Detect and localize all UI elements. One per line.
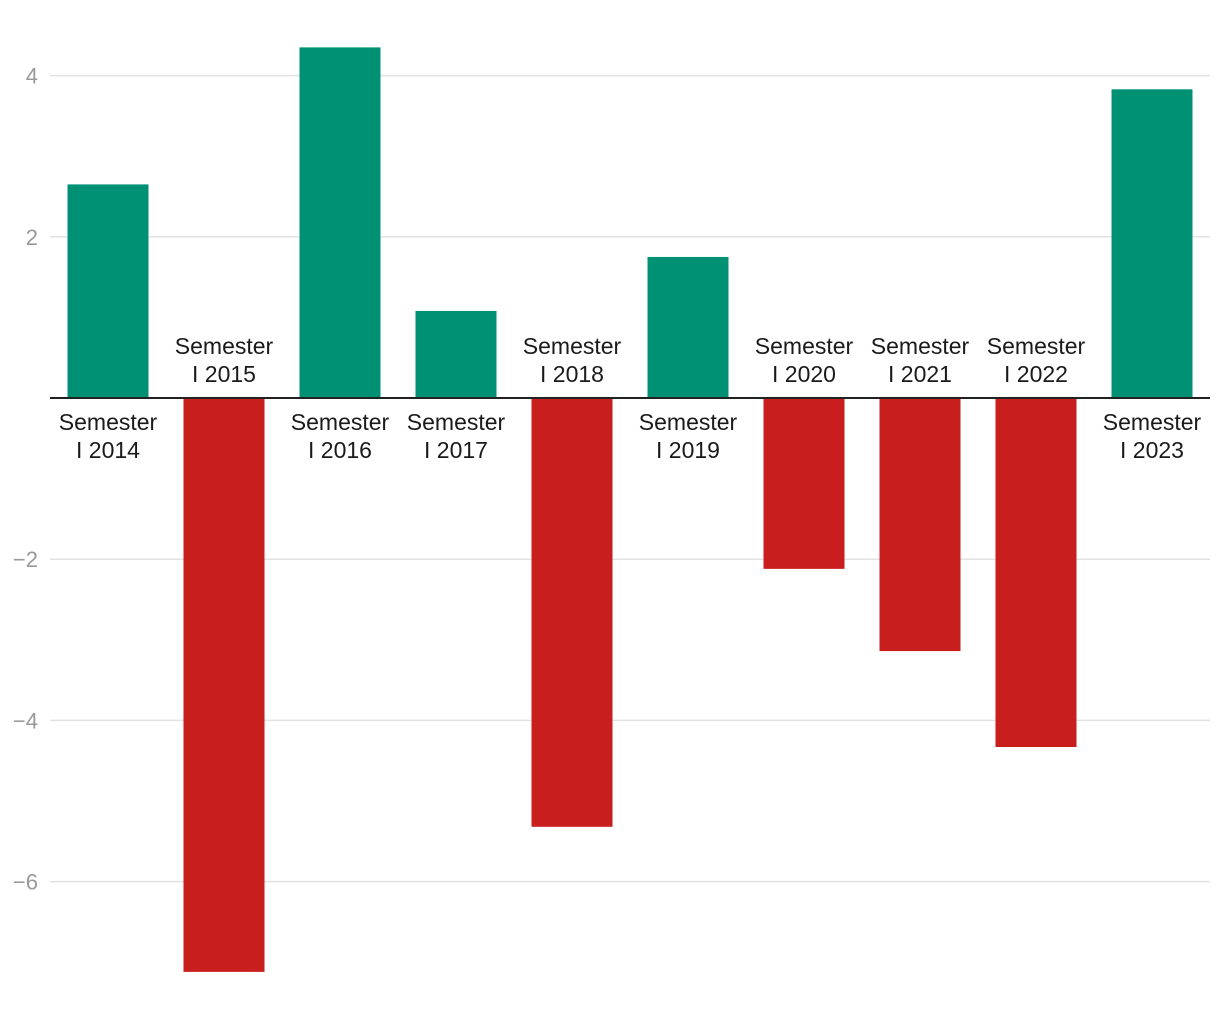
category-label: I 2019 bbox=[656, 437, 720, 463]
y-tick-label: −6 bbox=[13, 870, 38, 895]
y-tick-label: −4 bbox=[13, 708, 38, 733]
category-label: I 2017 bbox=[424, 437, 488, 463]
bar-layer bbox=[67, 47, 1193, 972]
bar bbox=[67, 184, 149, 398]
category-label: I 2016 bbox=[308, 437, 372, 463]
category-label: Semester bbox=[1103, 409, 1202, 435]
category-label: I 2022 bbox=[1004, 361, 1068, 387]
y-tick-label: −2 bbox=[13, 547, 38, 572]
bar bbox=[183, 398, 265, 972]
bar bbox=[647, 256, 729, 398]
category-label: I 2015 bbox=[192, 361, 256, 387]
category-label: I 2021 bbox=[888, 361, 952, 387]
bar bbox=[1111, 89, 1193, 398]
category-label: Semester bbox=[987, 333, 1086, 359]
category-label: Semester bbox=[523, 333, 622, 359]
category-label: I 2018 bbox=[540, 361, 604, 387]
category-label: I 2020 bbox=[772, 361, 836, 387]
category-label: Semester bbox=[639, 409, 738, 435]
y-tick-label: 4 bbox=[26, 64, 38, 89]
category-label: Semester bbox=[407, 409, 506, 435]
category-label: I 2023 bbox=[1120, 437, 1184, 463]
category-label: Semester bbox=[755, 333, 854, 359]
bar bbox=[299, 47, 381, 398]
category-label: Semester bbox=[59, 409, 158, 435]
bar bbox=[763, 398, 845, 569]
bar bbox=[415, 310, 497, 398]
bar bbox=[995, 398, 1077, 747]
category-label: Semester bbox=[175, 333, 274, 359]
bar bbox=[879, 398, 961, 652]
category-label: Semester bbox=[291, 409, 390, 435]
bar bbox=[531, 398, 613, 827]
y-tick-label: 2 bbox=[26, 225, 38, 250]
category-label: I 2014 bbox=[76, 437, 140, 463]
category-label: Semester bbox=[871, 333, 970, 359]
